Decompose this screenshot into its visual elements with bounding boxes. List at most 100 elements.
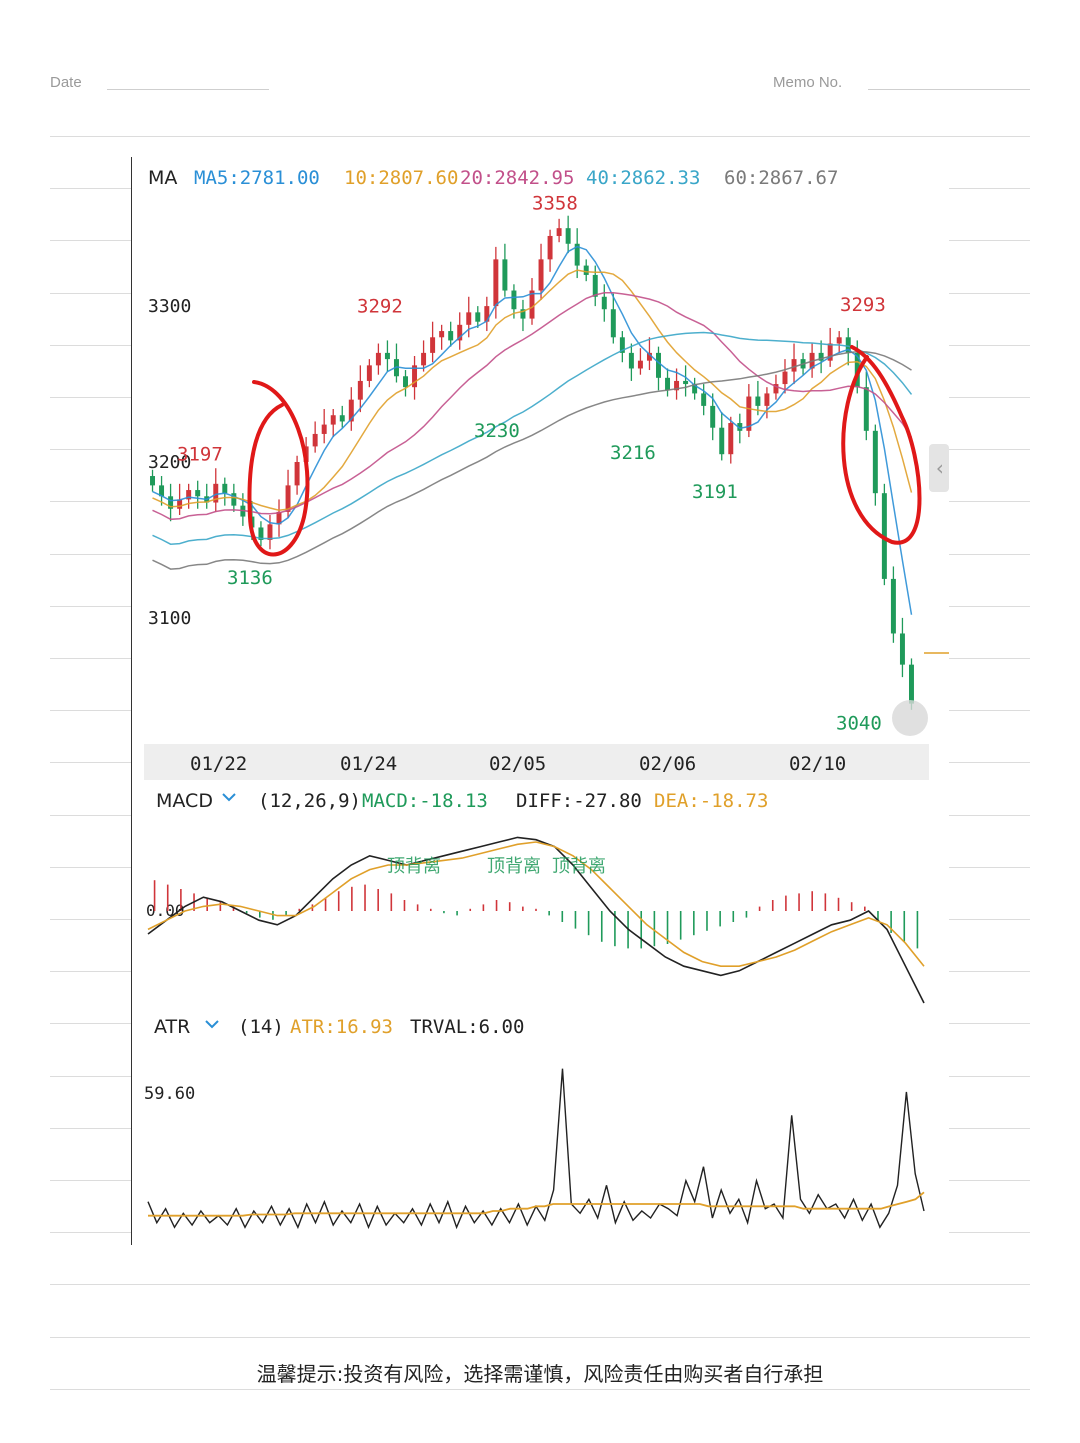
memo-label: Memo No. — [773, 74, 843, 91]
candle-body — [683, 380, 689, 385]
ruled-line — [50, 1337, 1030, 1338]
candle-body — [484, 306, 490, 322]
candle-body — [448, 331, 454, 341]
candle-body — [384, 352, 390, 360]
macd-diff-line — [147, 836, 925, 1004]
chart-svg: MA MA5:2781.00 10:2807.60 20:2842.95 40:2862… — [144, 167, 949, 1230]
candle-body — [565, 228, 571, 244]
candle-body — [159, 485, 165, 497]
candle-body — [764, 393, 770, 406]
candle-body — [818, 352, 824, 361]
price-label-3216: 3216 — [610, 442, 656, 464]
candle-body — [728, 423, 734, 455]
ruled-line — [50, 1284, 1030, 1285]
macd-title: MACD — [156, 790, 213, 812]
candle-body — [890, 578, 896, 634]
y-tick-label: 3200 — [148, 452, 191, 473]
atr-atr-line — [148, 1191, 925, 1217]
candle-body — [330, 415, 336, 425]
candle-body — [646, 352, 652, 361]
price-panel-bg — [148, 197, 924, 727]
candle-body — [908, 664, 914, 704]
ruled-line — [50, 136, 1030, 137]
candle-body — [872, 430, 878, 494]
candle-body — [863, 387, 869, 431]
candle-body — [375, 352, 381, 366]
macd-legend-macd: MACD:-18.13 — [362, 790, 488, 812]
candle-body — [294, 462, 300, 486]
price-label-3292: 3292 — [357, 296, 403, 318]
ma-line-10 — [152, 269, 913, 511]
candle-body — [412, 365, 418, 388]
macd-dea-line — [147, 841, 925, 967]
candle-body — [231, 493, 237, 506]
macd-legend-dea: DEA:-18.73 — [654, 790, 768, 812]
candle-body — [619, 337, 625, 353]
candle-body — [421, 352, 427, 366]
candle-body — [610, 309, 616, 338]
price-label-3136: 3136 — [227, 567, 273, 589]
chart-screenshot: MA MA5:2781.00 10:2807.60 20:2842.95 40:2862… — [131, 157, 949, 1245]
candle-body — [601, 296, 607, 310]
x-axis-band — [144, 744, 929, 780]
candle-body — [312, 433, 318, 447]
price-label-3040: 3040 — [836, 712, 882, 734]
candle-body — [511, 290, 517, 310]
candle-body — [710, 405, 716, 428]
atr-legend-trval: TRVAL:6.00 — [410, 1016, 524, 1038]
candle-body — [186, 490, 192, 500]
candle-body — [628, 352, 634, 369]
candle-body — [583, 265, 589, 275]
y-tick-label: 3100 — [148, 608, 191, 629]
candle-body — [357, 380, 363, 400]
memo-line — [868, 89, 1030, 90]
atr-legend-atr: ATR:16.93 — [290, 1016, 393, 1038]
candle-body — [556, 228, 562, 236]
price-label-3230: 3230 — [474, 420, 520, 442]
candle-body — [267, 524, 273, 540]
ma-legend-40: 40:2862.33 — [586, 167, 700, 189]
ma-legend-60: 60:2867.67 — [724, 167, 838, 189]
candle-body — [845, 337, 851, 353]
candle-body — [168, 496, 174, 509]
candle-body — [457, 324, 463, 341]
candle-body — [520, 309, 526, 319]
chevron-down-icon — [222, 793, 236, 802]
candle-body — [701, 393, 707, 406]
risk-warning-note: 温馨提示:投资有风险，选择需谨慎，风险责任由购买者自行承担 — [256, 1362, 824, 1386]
candle-body — [637, 360, 643, 369]
macd-params: (12,26,9) — [258, 790, 361, 812]
x-tick-label: 02/05 — [489, 753, 546, 775]
candle-body — [475, 312, 481, 322]
ma-legend-10: 10:2807.60 — [344, 167, 458, 189]
candle-body — [791, 359, 797, 372]
date-label: Date — [50, 74, 82, 91]
scroll-handle — [929, 444, 949, 492]
candle-body — [574, 243, 580, 266]
macd-legend-diff: DIFF:-27.80 — [516, 790, 642, 812]
atr-title: ATR — [154, 1016, 190, 1038]
date-line — [107, 89, 269, 90]
candle-body — [773, 384, 779, 394]
candle-body — [899, 633, 905, 665]
annotation-circle-right — [841, 345, 922, 545]
candle-body — [466, 312, 472, 325]
chevron-left-icon: ‹ — [934, 456, 946, 480]
macd-annotation-top-divergence: 顶背离 — [487, 856, 541, 877]
price-label-3358: 3358 — [532, 193, 578, 215]
price-label-3293: 3293 — [840, 294, 886, 316]
ma-legend-20: 20:2842.95 — [460, 167, 574, 189]
candle-body — [339, 415, 345, 422]
candle-body — [692, 384, 698, 394]
candle-body — [665, 377, 671, 391]
ruled-line — [50, 1389, 1030, 1390]
atr-params: (14) — [238, 1016, 284, 1038]
candle-body — [222, 483, 228, 494]
candle-body — [529, 290, 535, 319]
candle-body — [348, 399, 354, 422]
candle-body — [195, 490, 201, 497]
candle-body — [285, 485, 291, 512]
atr-trval-line — [147, 1068, 925, 1230]
candle-body — [719, 427, 725, 455]
price-label-3197: 3197 — [177, 444, 223, 466]
